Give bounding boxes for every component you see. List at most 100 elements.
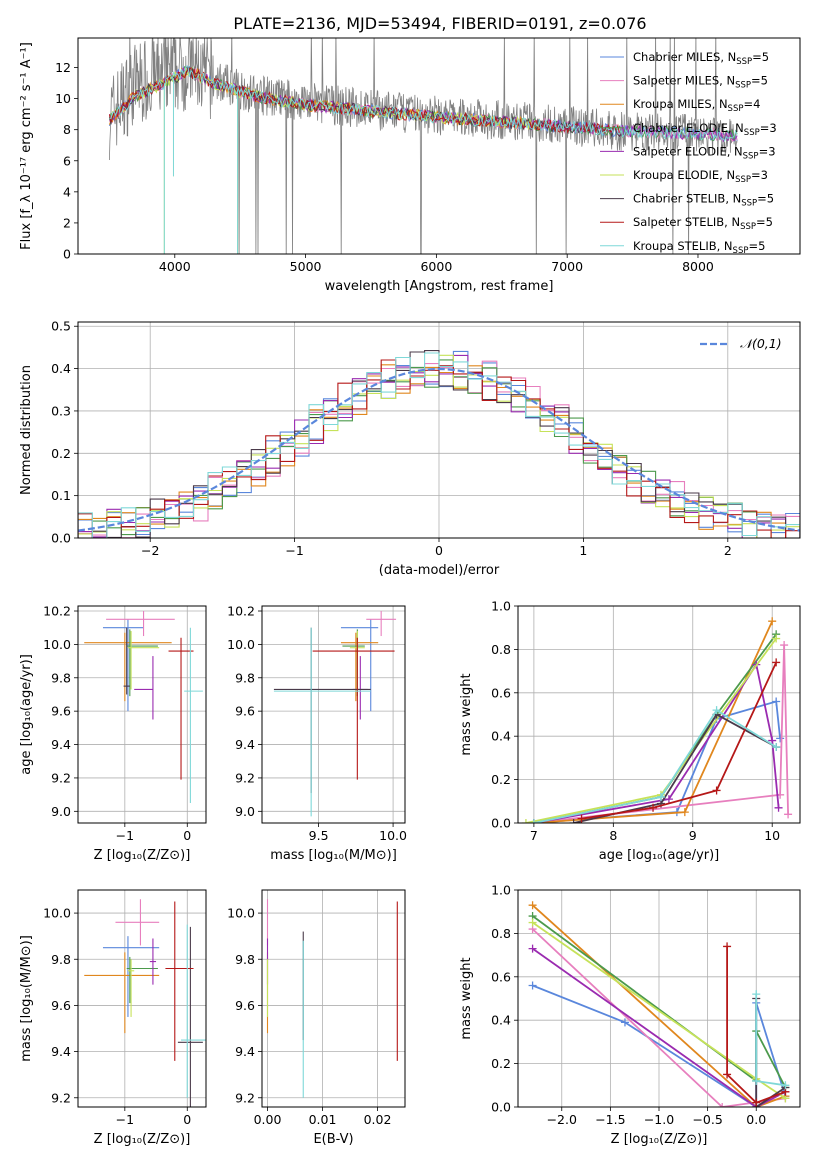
weight-vs-metallicity-panel: −2.0 −1.5 −1.0 −0.5 0.0 0.0 0.2 0.4 0.6 0.8 1.0 Z [… [459,883,801,1147]
weight-series-line [531,904,786,1107]
legend-label: Salpeter STELIB, NSSP=5 [633,215,773,232]
y-tick-label: 10.0 [43,906,71,921]
y-tick-label: 9.2 [51,1090,71,1105]
weight-series-line [533,708,777,823]
errorbar-point [342,629,365,697]
y-tick-label: 0.6 [491,969,511,984]
y-tick-label: 10.2 [227,604,255,619]
errorbar-point [102,619,144,712]
x-tick-label: −2.0 [547,1112,577,1127]
x-tick-label: 8000 [682,259,714,274]
axes-frame [77,321,801,539]
legend-model-name: Chabrier ELODIE, N [633,121,744,135]
legend-model-name: Salpeter MILES, N [633,74,735,88]
y-tick-label: 9.8 [235,670,255,685]
y-tick-label: 9.4 [51,1044,71,1059]
x-axis-label: (data-model)/error [379,563,500,578]
x-tick-label: 0.02 [364,1112,392,1127]
y-axis-label: mass weight [459,957,474,1039]
y-tick-label: 9.6 [51,704,71,719]
y-tick-label: 10.0 [43,637,71,652]
y-tick-label: 0.5 [51,319,71,334]
weight-point-marker [752,1076,761,1085]
spectrum-panel: 4000 5000 6000 7000 8000 0 2 4 6 8 10 12 wavelength … [19,37,801,294]
weight-series-line [726,946,786,1104]
y-tick-label: 9.8 [51,670,71,685]
y-tick-label: 9.0 [235,804,255,819]
y-tick-label: 9.0 [51,804,71,819]
x-tick-label: −1 [116,828,134,843]
legend-count: =3 [751,168,768,182]
y-tick-label: 0.0 [491,816,511,831]
weight-point-marker [521,819,530,823]
y-tick-label: 0.2 [491,772,511,787]
errorbar-point [366,611,397,637]
y-axis-label: Flux [f_λ 10⁻¹⁷ erg cm⁻² s⁻¹ A⁻¹] [19,42,34,250]
x-tick-label: 7000 [551,259,583,274]
x-tick-label: −1.0 [644,1112,674,1127]
legend-count: =5 [752,50,769,64]
weight-series [528,901,790,1107]
legend-subscript: SSP [733,246,749,256]
legend-count: =5 [748,239,765,253]
errorbar-point [184,627,203,803]
y-tick-label: 10.0 [227,637,255,652]
weight-point-marker [649,803,658,812]
x-tick-label: 1 [579,543,587,558]
weight-point-marker [528,944,537,953]
weight-point-marker [569,819,578,823]
y-tick-label: 0.0 [491,1100,511,1115]
errorbar-point [312,637,395,780]
weight-point-marker [780,641,789,650]
y-tick-label: 0.4 [491,1013,511,1028]
errorbar-point [127,631,160,690]
legend-model-name: Chabrier STELIB, N [633,192,741,206]
errorbar-point [165,901,194,1061]
weight-point-marker [664,795,673,804]
y-tick-label: 0.4 [51,361,71,376]
weight-series-line [532,947,786,1107]
axes-frame [517,605,801,824]
legend-label: Chabrier MILES, NSSP=5 [633,50,769,67]
y-tick-label: 9.8 [235,952,255,967]
x-tick-label: 0.00 [254,1112,282,1127]
y-tick-label: 2 [63,215,71,230]
weight-point-marker [528,918,537,927]
x-axis-label: Z [log₁₀(Z/Z⊙)] [611,1132,708,1147]
x-tick-label: 9.5 [309,828,329,843]
y-tick-label: 0.8 [491,926,511,941]
x-tick-label: 0 [183,1112,191,1127]
y-tick-label: 9.8 [51,952,71,967]
weight-point-marker [772,743,781,752]
errorbar-point [84,952,160,1034]
x-tick-label: −2 [141,543,159,558]
weight-series-line [533,645,789,823]
legend-subscript: SSP [736,57,752,67]
axes-frame [77,889,207,1108]
legend-model-name: Chabrier MILES, N [633,50,736,64]
y-tick-label: 0.0 [51,531,71,546]
legend-subscript: SSP [744,128,760,138]
weight-point-marker [772,658,781,667]
x-tick-label: 10 [764,828,780,843]
residual-histogram-panel: −2 −1 0 1 2 0.0 0.1 0.2 0.3 0.4 0.5 (data-model)/er… [19,319,801,578]
errorbar-point [106,611,175,637]
axes-frame [261,605,406,824]
errorbar-marks [84,611,203,803]
y-tick-label: 4 [63,184,71,199]
legend-count: =5 [756,215,773,229]
weight-series [521,617,793,823]
x-tick-label: 0 [435,543,443,558]
legend-subscript: SSP [728,104,744,114]
axes-frame [77,37,801,255]
legend-model-name: Kroupa ELODIE, N [633,168,735,182]
x-tick-label: −1 [116,1112,134,1127]
legend-label: Kroupa STELIB, NSSP=5 [633,239,765,256]
y-tick-label: 10.0 [227,906,255,921]
weight-point-marker [528,901,537,910]
errorbar-marks [266,899,398,1098]
x-axis-label: wavelength [Angstrom, rest frame] [325,279,554,294]
y-tick-label: 0.1 [51,488,71,503]
weight-point-marker [774,803,783,812]
